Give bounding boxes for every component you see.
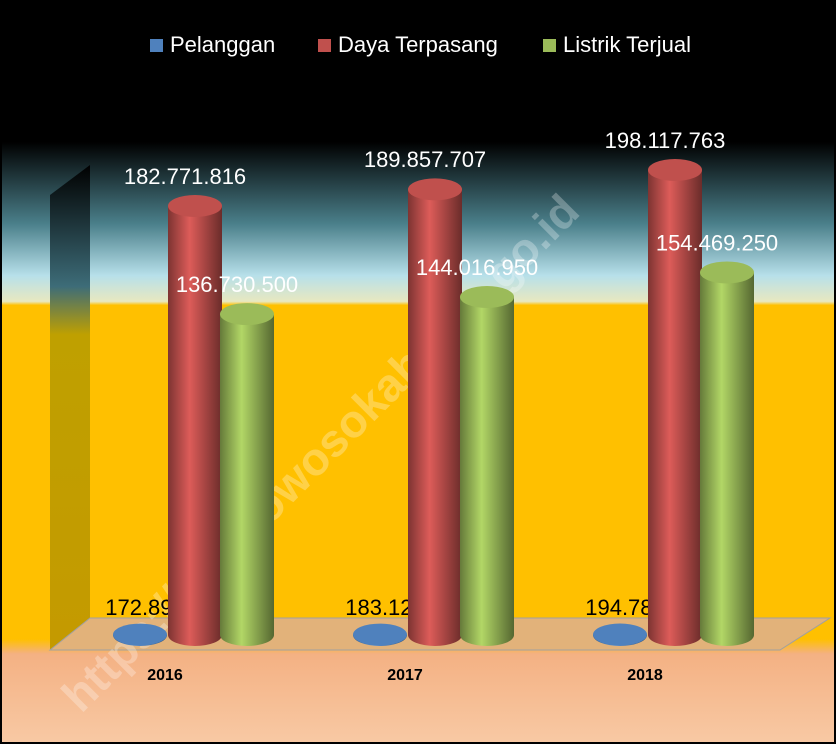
bar <box>460 285 514 646</box>
data-label: 144.016.950 <box>416 255 538 280</box>
bar <box>353 623 407 646</box>
side-wall <box>50 165 90 650</box>
x-tick-label: 2016 <box>147 667 183 684</box>
bar <box>220 303 274 646</box>
bar-top <box>168 195 222 218</box>
data-label: 189.857.707 <box>364 147 486 172</box>
legend-label: Pelanggan <box>170 32 275 57</box>
data-label: 136.730.500 <box>176 272 298 297</box>
bar <box>168 195 222 646</box>
bar-top <box>593 623 647 646</box>
bar-body <box>408 189 462 646</box>
data-label: 198.117.763 <box>605 128 726 153</box>
bar <box>700 261 754 646</box>
bar <box>593 623 647 646</box>
bar-top <box>408 178 462 201</box>
bar-top <box>113 623 167 646</box>
bar <box>648 159 702 646</box>
bar <box>408 178 462 646</box>
data-label: 182.771.816 <box>124 164 246 189</box>
bar-body <box>168 206 222 646</box>
bar <box>113 623 167 646</box>
bar-top <box>648 159 702 181</box>
legend-swatch <box>150 39 163 52</box>
x-tick-label: 2018 <box>627 667 663 684</box>
legend-label: Listrik Terjual <box>563 32 691 57</box>
legend-label: Daya Terpasang <box>338 32 498 57</box>
data-label: 154.469.250 <box>656 230 778 255</box>
bar-top <box>700 261 754 284</box>
legend-swatch <box>318 39 331 52</box>
bar-top <box>353 623 407 646</box>
bar-body <box>648 170 702 646</box>
legend-swatch <box>543 39 556 52</box>
bar-body <box>700 272 754 646</box>
bar-body <box>460 296 514 646</box>
bar-body <box>220 314 274 646</box>
bar-top <box>220 303 274 326</box>
bar-top <box>460 285 514 308</box>
x-tick-label: 2017 <box>387 667 423 684</box>
